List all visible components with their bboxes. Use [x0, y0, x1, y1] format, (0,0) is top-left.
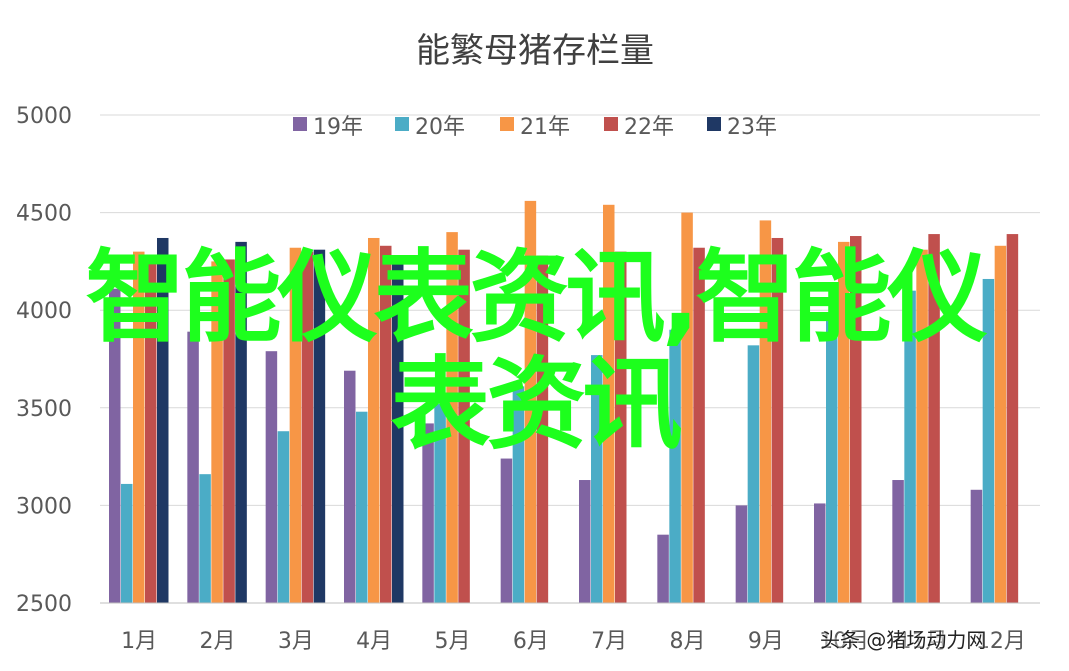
legend-swatch	[604, 117, 618, 131]
legend-swatch	[395, 117, 409, 131]
y-axis-ticks: 2500 3000 3500 4000 4500 5000	[16, 104, 72, 617]
bars	[109, 200, 1019, 604]
bar-19年-6月	[500, 458, 513, 603]
bar-19年-9月	[735, 505, 748, 603]
x-tick-label: 8月	[670, 629, 706, 654]
x-tick-label: 2月	[200, 629, 236, 654]
bar-23年-3月	[313, 249, 326, 604]
legend: 19年 20年 21年 22年 23年	[293, 115, 777, 140]
legend-label: 23年	[727, 115, 777, 140]
x-tick-label: 5月	[435, 629, 471, 654]
bar-19年-11月	[892, 480, 904, 603]
bar-22年-7月	[615, 251, 627, 603]
bar-22年-12月	[1006, 234, 1019, 603]
bar-21年-5月	[446, 232, 458, 603]
x-tick-label: 9月	[748, 629, 784, 654]
bar-20年-3月	[277, 431, 290, 603]
bar-22年-5月	[458, 249, 470, 604]
bar-22年-9月	[771, 237, 784, 603]
bar-22年-3月	[301, 251, 314, 603]
bar-19年-7月	[579, 480, 591, 603]
y-tick-label: 3000	[16, 494, 72, 519]
bar-21年-6月	[524, 200, 537, 603]
y-tick-label: 2500	[16, 592, 72, 617]
legend-swatch	[500, 117, 514, 131]
legend-label: 19年	[313, 115, 363, 140]
bar-20年-10月	[826, 318, 838, 603]
bar-19年-8月	[657, 534, 669, 603]
legend-label: 22年	[624, 115, 674, 140]
bar-21年-10月	[838, 241, 850, 603]
y-tick-label: 4000	[16, 299, 72, 324]
x-tick-label: 3月	[278, 629, 314, 654]
bar-21年-1月	[133, 251, 145, 603]
watermark: 头条 @猪场动力网	[820, 628, 987, 652]
legend-swatch	[707, 117, 721, 131]
bar-21年-9月	[759, 220, 772, 603]
x-tick-label: 1月	[121, 629, 157, 654]
bar-21年-12月	[994, 245, 1007, 603]
bar-19年-2月	[187, 331, 199, 603]
bar-19年-3月	[265, 351, 278, 603]
y-tick-label: 5000	[16, 104, 72, 129]
bar-22年-10月	[850, 236, 862, 604]
bar-21年-8月	[681, 212, 693, 603]
bar-23年-2月	[235, 241, 247, 603]
bar-20年-1月	[121, 483, 133, 603]
bar-20年-5月	[434, 403, 446, 603]
bar-22年-11月	[928, 234, 940, 603]
bar-22年-1月	[145, 255, 157, 603]
bar-20年-8月	[669, 329, 681, 603]
bar-20年-4月	[356, 411, 368, 603]
bar-22年-2月	[223, 259, 235, 603]
bar-23年-4月	[392, 261, 404, 603]
bar-20年-7月	[591, 355, 603, 603]
bar-21年-2月	[211, 261, 223, 603]
x-tick-label: 12月	[976, 629, 1026, 654]
bar-22年-6月	[536, 255, 549, 603]
bar-20年-12月	[982, 278, 995, 603]
bar-23年-1月	[157, 237, 169, 603]
bar-19年-10月	[814, 503, 826, 603]
legend-swatch	[293, 117, 307, 131]
bar-19年-4月	[344, 370, 356, 603]
legend-label: 20年	[415, 115, 465, 140]
bar-20年-2月	[199, 474, 211, 603]
bar-22年-4月	[380, 245, 392, 603]
bar-21年-4月	[368, 237, 380, 603]
x-tick-label: 6月	[513, 629, 549, 654]
bar-21年-11月	[916, 249, 928, 604]
bar-22年-8月	[693, 247, 705, 603]
bar-19年-5月	[422, 423, 434, 603]
bar-20年-9月	[747, 345, 760, 603]
y-tick-label: 4500	[16, 202, 72, 227]
x-tick-label: 4月	[356, 629, 392, 654]
legend-label: 21年	[520, 115, 570, 140]
bar-21年-3月	[289, 247, 302, 603]
x-tick-label: 10月	[819, 629, 869, 654]
x-axis-ticks: 1月 2月 3月 4月 5月 6月 7月 8月 9月 10月 11月 12月	[100, 602, 1040, 654]
bar-20年-11月	[904, 290, 916, 603]
bar-19年-12月	[970, 489, 983, 603]
x-tick-label: 7月	[591, 629, 627, 654]
chart-title: 能繁母猪存栏量	[416, 31, 654, 71]
y-tick-label: 3500	[16, 397, 72, 422]
bar-19年-1月	[109, 288, 121, 603]
bar-20年-6月	[512, 386, 525, 603]
x-tick-label: 11月	[898, 629, 948, 654]
bar-21年-7月	[603, 204, 615, 604]
